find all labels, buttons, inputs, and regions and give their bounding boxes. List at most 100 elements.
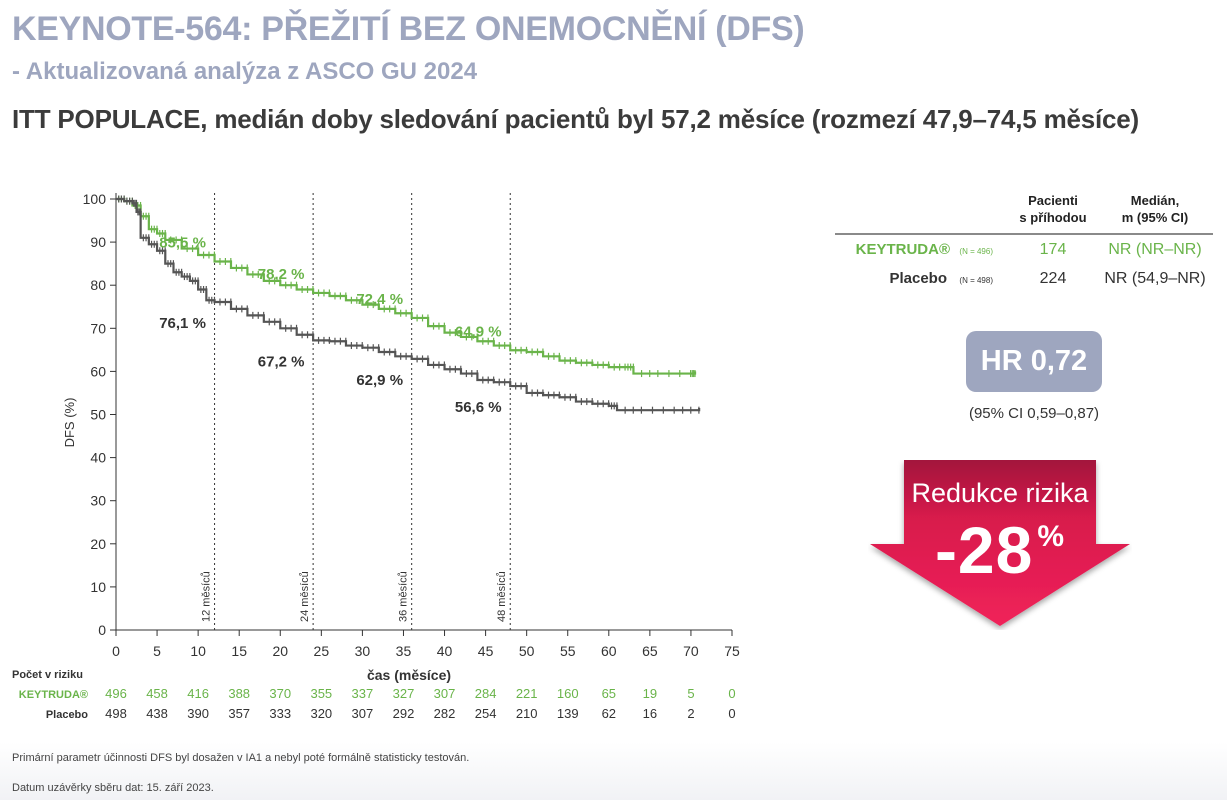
placebo-label-48: 56,6 % <box>455 399 502 416</box>
reference-label-12: 12 měsíců <box>201 571 213 622</box>
placebo-label-36: 62,9 % <box>356 372 403 389</box>
page-title: KEYNOTE-564: PŘEŽITÍ BEZ ONEMOCNĚNÍ (DFS… <box>12 10 805 48</box>
y-tick-label-50: 50 <box>90 407 106 423</box>
legend-table-svg: Pacienti s příhodou Medián, m (95% CI) K… <box>835 193 1213 287</box>
x-tick-label-40: 40 <box>437 643 453 659</box>
at-risk-value-1-14: 2 <box>687 706 694 721</box>
series-line-keytruda <box>116 197 697 375</box>
at-risk-value-0-1: 458 <box>146 686 168 701</box>
at-risk-value-0-6: 337 <box>352 686 374 701</box>
risk-reduction-unit: % <box>1037 520 1066 553</box>
legend-placebo-events: 224 <box>1040 270 1067 287</box>
at-risk-value-0-11: 160 <box>557 686 579 701</box>
x-tick-label-0: 0 <box>112 643 120 659</box>
at-risk-value-1-15: 0 <box>728 706 735 721</box>
reference-label-24: 24 měsíců <box>299 571 311 622</box>
x-tick-label-70: 70 <box>683 643 699 659</box>
at-risk-value-1-11: 139 <box>557 706 579 721</box>
y-tick-label-30: 30 <box>90 493 106 509</box>
at-risk-value-1-10: 210 <box>516 706 538 721</box>
risk-reduction-value: -28% <box>868 512 1132 588</box>
y-tick-label-80: 80 <box>90 277 106 293</box>
series-lines <box>116 195 701 414</box>
x-tick-label-10: 10 <box>190 643 206 659</box>
placebo-label-24: 67,2 % <box>258 353 305 370</box>
x-tick-label-65: 65 <box>642 643 658 659</box>
at-risk-value-1-1: 438 <box>146 706 168 721</box>
at-risk-value-0-0: 496 <box>105 686 127 701</box>
at-risk-value-0-14: 5 <box>687 686 694 701</box>
x-tick-label-15: 15 <box>231 643 247 659</box>
legend-placebo-n: (N = 498) <box>959 276 993 285</box>
at-risk-value-1-5: 320 <box>310 706 332 721</box>
at-risk-value-0-12: 65 <box>602 686 616 701</box>
y-tick-label-60: 60 <box>90 363 106 379</box>
y-tick-label-20: 20 <box>90 536 106 552</box>
reference-label-48: 48 měsíců <box>496 571 508 622</box>
series-line-placebo <box>116 197 701 412</box>
at-risk-value-1-2: 390 <box>187 706 209 721</box>
at-risk-value-1-3: 357 <box>228 706 250 721</box>
y-tick-label-90: 90 <box>90 234 106 250</box>
legend-keytruda-name: KEYTRUDA® <box>856 241 950 258</box>
legend-table: Pacienti s příhodou Medián, m (95% CI) K… <box>835 190 1215 305</box>
y-tick-label-40: 40 <box>90 450 106 466</box>
keytruda-label-12: 85,5 % <box>159 234 206 251</box>
at-risk-value-1-13: 16 <box>643 706 657 721</box>
at-risk-table: Počet v riziku KEYTRUDA® 496 458 416 388 370 35… <box>12 669 736 721</box>
km-chart: 12 měsíců 24 měsíců 36 měsíců 48 měsíců 0 10… <box>12 191 740 721</box>
population-heading: ITT POPULACE, medián doby sledování paci… <box>12 104 1140 134</box>
at-risk-value-1-7: 292 <box>393 706 415 721</box>
footer-band <box>0 742 1227 800</box>
legend-keytruda-median: NR (NR–NR) <box>1108 241 1201 258</box>
x-tick-label-55: 55 <box>560 643 576 659</box>
legend-col1-line2: s příhodou <box>1019 210 1086 225</box>
at-risk-title: Počet v riziku <box>12 669 83 681</box>
legend-col2-line2: m (95% CI) <box>1122 210 1188 225</box>
risk-reduction-number: -28 <box>934 513 1034 587</box>
at-risk-value-1-0: 498 <box>105 706 127 721</box>
page-subtitle: - Aktualizovaná analýza z ASCO GU 2024 <box>12 58 478 85</box>
legend-placebo-name: Placebo <box>889 270 947 287</box>
axes: 0 10 20 30 40 50 60 70 80 90 100 0 5 10 15 20 25 30 35 40 45… <box>62 191 740 683</box>
at-risk-value-0-3: 388 <box>228 686 250 701</box>
legend-col2-line1: Medián, <box>1131 193 1179 208</box>
keytruda-label-36: 72,4 % <box>356 291 403 308</box>
x-tick-label-20: 20 <box>272 643 288 659</box>
x-tick-label-5: 5 <box>153 643 161 659</box>
data-labels: 85,5 % 78,2 % 72,4 % 64,9 % 76,1 % 67,2 % 62,9… <box>159 234 501 416</box>
y-tick-label-100: 100 <box>83 191 107 207</box>
at-risk-value-0-2: 416 <box>187 686 209 701</box>
x-tick-label-30: 30 <box>355 643 371 659</box>
x-tick-label-45: 45 <box>478 643 494 659</box>
legend-keytruda-n: (N = 496) <box>959 247 993 256</box>
footnote-primary-endpoint: Primární parametr účinnosti DFS byl dosa… <box>12 752 470 764</box>
at-risk-value-1-12: 62 <box>602 706 616 721</box>
keytruda-label-48: 64,9 % <box>455 323 502 340</box>
at-risk-value-0-13: 19 <box>643 686 657 701</box>
at-risk-value-1-4: 333 <box>269 706 291 721</box>
x-axis-title: čas (měsíce) <box>367 667 451 683</box>
keytruda-label-24: 78,2 % <box>258 266 305 283</box>
y-axis-title: DFS (%) <box>62 398 77 448</box>
at-risk-value-1-6: 307 <box>352 706 374 721</box>
legend-keytruda-events: 174 <box>1040 241 1067 258</box>
legend-col1-line1: Pacienti <box>1028 193 1078 208</box>
at-risk-row-label-0: KEYTRUDA® <box>19 689 88 701</box>
y-tick-label-10: 10 <box>90 579 106 595</box>
placebo-label-12: 76,1 % <box>159 315 206 332</box>
x-tick-label-35: 35 <box>396 643 412 659</box>
reference-label-36: 36 měsíců <box>398 571 410 622</box>
x-tick-label-75: 75 <box>724 643 740 659</box>
at-risk-value-0-9: 284 <box>475 686 497 701</box>
y-tick-label-70: 70 <box>90 320 106 336</box>
at-risk-value-1-8: 282 <box>434 706 456 721</box>
x-tick-label-25: 25 <box>314 643 330 659</box>
at-risk-value-0-8: 307 <box>434 686 456 701</box>
risk-reduction-label: Redukce rizika <box>911 478 1089 508</box>
at-risk-value-0-4: 370 <box>269 686 291 701</box>
x-tick-label-50: 50 <box>519 643 535 659</box>
at-risk-row-label-1: Placebo <box>46 709 88 721</box>
x-tick-label-60: 60 <box>601 643 617 659</box>
legend-placebo-median: NR (54,9–NR) <box>1104 270 1205 287</box>
